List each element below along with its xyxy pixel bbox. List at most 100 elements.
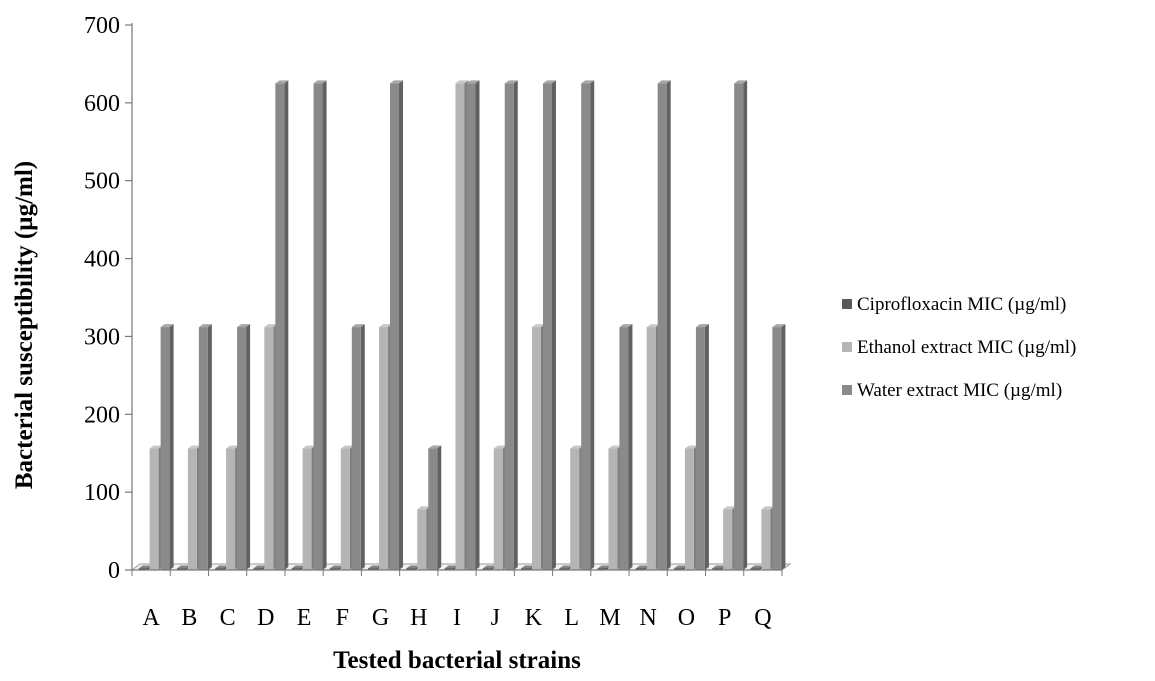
legend-item: Ciprofloxacin MIC (µg/ml)	[842, 294, 1066, 315]
bar	[466, 80, 480, 571]
bar-top	[198, 324, 212, 328]
bar-front	[444, 568, 454, 570]
bar	[772, 324, 786, 570]
bar-front	[138, 568, 148, 570]
legend: Ciprofloxacin MIC (µg/ml) Ethanol extract…	[842, 294, 1076, 401]
bar-top	[149, 445, 163, 449]
bar-side	[399, 80, 404, 571]
x-tick-label: L	[564, 605, 579, 631]
plot-area	[130, 80, 792, 571]
bar	[695, 324, 709, 570]
bar-top	[215, 565, 229, 569]
bar-top	[466, 80, 480, 84]
x-tick-label: O	[678, 605, 695, 631]
y-tick-label: 100	[84, 480, 120, 506]
bar-front	[635, 568, 645, 570]
bar-front	[597, 568, 607, 570]
bar	[390, 80, 404, 571]
bar-front	[570, 448, 580, 570]
y-axis-title: Bacterial susceptibility (µg/ml)	[11, 161, 38, 489]
bar	[734, 80, 748, 571]
bar-front	[466, 83, 476, 571]
bar-front	[406, 568, 416, 570]
bar	[428, 445, 442, 570]
bar-top	[504, 80, 518, 84]
bar-top	[264, 324, 278, 328]
bar-front	[149, 448, 159, 570]
x-tick-label: J	[491, 605, 500, 631]
y-tick-label: 600	[84, 91, 120, 117]
bar-side	[590, 80, 595, 571]
bar-front	[291, 568, 301, 570]
x-tick-label: F	[336, 605, 349, 631]
y-tick-label: 400	[84, 247, 120, 273]
bar-front	[368, 568, 378, 570]
bar-top	[390, 80, 404, 84]
bar-front	[428, 448, 438, 570]
bar-side	[284, 80, 289, 571]
y-tick-label: 700	[84, 13, 120, 39]
y-tick-label: 300	[84, 324, 120, 350]
bar-front	[646, 327, 656, 570]
bar-front	[455, 83, 465, 571]
bar-top	[723, 506, 737, 510]
bar-front	[160, 327, 170, 570]
bar-front	[313, 83, 323, 571]
x-tick-label: G	[372, 605, 389, 631]
bar-top	[253, 565, 267, 569]
bar-side	[437, 445, 442, 570]
bar-front	[619, 327, 629, 570]
bar	[237, 324, 251, 570]
x-tick-label: N	[640, 605, 657, 631]
bar-front	[493, 448, 503, 570]
bar-top	[351, 324, 365, 328]
bar-front	[302, 448, 312, 570]
y-tick-label: 0	[108, 558, 120, 584]
legend-item: Ethanol extract MIC (µg/ml)	[842, 337, 1076, 358]
bar-top	[646, 324, 660, 328]
bar-front	[772, 327, 782, 570]
bar-side	[207, 324, 212, 570]
bar-side	[666, 80, 671, 571]
bar-top	[531, 324, 545, 328]
bar-side	[551, 80, 556, 571]
bar-front	[275, 83, 285, 571]
bar-top	[673, 565, 687, 569]
bar-front	[723, 509, 733, 570]
bar-front	[559, 568, 569, 570]
x-tick-label: P	[718, 605, 731, 631]
bar-top	[734, 80, 748, 84]
bar-front	[215, 568, 225, 570]
bar-top	[482, 565, 496, 569]
y-tick-label: 200	[84, 402, 120, 428]
legend-item: Water extract MIC (µg/ml)	[842, 380, 1062, 401]
bar-side	[781, 324, 786, 570]
bar-front	[329, 568, 339, 570]
bar-top	[160, 324, 174, 328]
bar-top	[684, 445, 698, 449]
bar-front	[581, 83, 591, 571]
bar-top	[608, 445, 622, 449]
bar-front	[198, 327, 208, 570]
legend-swatch	[842, 385, 852, 395]
x-tick-label: Q	[754, 605, 771, 631]
bar-side	[628, 324, 633, 570]
bar-side	[475, 80, 480, 571]
bar-side	[360, 324, 365, 570]
bar-top	[772, 324, 786, 328]
bar-top	[379, 324, 393, 328]
x-tick-label: H	[410, 605, 427, 631]
bar	[581, 80, 595, 571]
bar-side	[513, 80, 518, 571]
bar-top	[657, 80, 671, 84]
bar-top	[313, 80, 327, 84]
bar-top	[428, 445, 442, 449]
bar	[351, 324, 365, 570]
bar-front	[761, 509, 771, 570]
bar-front	[734, 83, 744, 571]
bar-side	[322, 80, 327, 571]
bar-front	[351, 327, 361, 570]
bar-front	[253, 568, 263, 570]
